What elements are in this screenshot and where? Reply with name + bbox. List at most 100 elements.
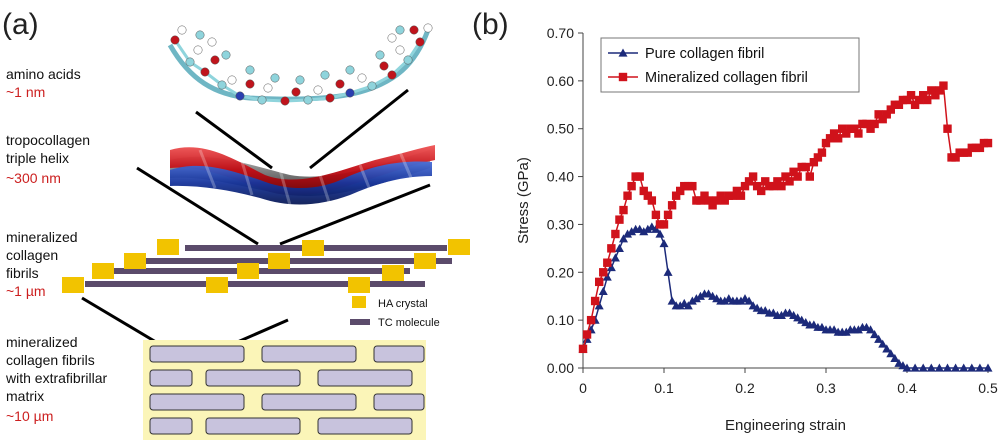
- data-point: [890, 353, 900, 363]
- x-tick-label: 0.1: [654, 380, 674, 396]
- y-tick-label: 0.20: [547, 264, 574, 280]
- atom: [200, 67, 210, 77]
- y-tick-label: 0.50: [547, 121, 574, 137]
- atom: [263, 83, 273, 93]
- stress-strain-chart: 0.00 0.10 0.20 0.30 0.40 0.50 0.60 0.70 0 0.1 0.2 0…: [515, 25, 998, 434]
- matrix-fibril: [373, 345, 425, 363]
- ha-crystal: [382, 265, 404, 281]
- data-point: [963, 148, 972, 157]
- atom: [227, 75, 237, 85]
- data-point: [927, 86, 936, 95]
- atom: [367, 81, 377, 91]
- data-point: [866, 325, 876, 334]
- atom: [245, 79, 255, 89]
- data-point: [943, 363, 952, 372]
- data-point: [793, 172, 802, 181]
- matrix-fibril: [373, 393, 425, 411]
- y-axis-title: Stress (GPa): [515, 157, 532, 244]
- data-point: [639, 186, 648, 196]
- data-point: [720, 296, 730, 305]
- atom: [345, 88, 355, 98]
- data-point: [935, 86, 944, 95]
- data-point: [598, 286, 608, 296]
- data-point: [691, 294, 701, 303]
- y-tick-label: 0.70: [547, 25, 574, 41]
- data-point: [708, 201, 717, 210]
- atom: [375, 50, 385, 60]
- data-point: [643, 224, 653, 233]
- y-tick-label: 0.00: [547, 360, 574, 376]
- data-point: [635, 172, 644, 181]
- data-point: [773, 177, 782, 186]
- data-point: [817, 148, 827, 157]
- data-point: [870, 330, 880, 339]
- atom: [270, 73, 280, 83]
- data-point: [611, 229, 620, 239]
- data-point: [676, 186, 685, 196]
- level-fibrils-name: mineralized collagen fibrils: [6, 229, 81, 281]
- data-point: [740, 181, 750, 191]
- data-point: [688, 181, 697, 191]
- data-point: [619, 205, 628, 215]
- data-point: [769, 181, 778, 191]
- atom: [320, 70, 330, 80]
- data-point: [720, 196, 729, 205]
- data-point: [655, 229, 665, 238]
- data-point: [838, 124, 847, 133]
- data-point: [853, 325, 863, 334]
- data-point: [651, 224, 661, 233]
- atom: [313, 85, 323, 95]
- atom: [295, 75, 305, 85]
- ha-crystal: [237, 263, 259, 279]
- level-amino-acids-name: amino acids: [6, 66, 81, 82]
- atom: [303, 95, 313, 105]
- matrix-fibril: [149, 345, 245, 363]
- level-labels: amino acids ~1 nm tropocollagen triple h…: [5, 66, 107, 424]
- data-point: [975, 143, 985, 153]
- y-tick-label: 0.60: [547, 73, 574, 89]
- series-mineralized-collagen: [578, 81, 993, 354]
- level-tropocollagen-scale: ~300 nm: [6, 170, 61, 186]
- level-fibrils-scale: ~1 µm: [6, 283, 46, 299]
- data-point: [918, 363, 928, 372]
- ha-crystal: [268, 253, 290, 269]
- data-point: [878, 339, 888, 348]
- x-tick-label: 0.2: [735, 380, 755, 396]
- data-point: [586, 315, 596, 325]
- matrix-fibril: [317, 369, 413, 387]
- data-point: [667, 296, 677, 305]
- data-point: [829, 129, 839, 138]
- ha-crystal: [302, 240, 324, 256]
- legend-marker: [618, 48, 628, 57]
- data-point: [607, 244, 616, 253]
- data-point: [623, 191, 632, 200]
- data-point: [663, 210, 673, 220]
- data-point: [732, 186, 742, 196]
- atom: [221, 50, 231, 60]
- y-tick-label: 0.10: [547, 312, 574, 328]
- chart-legend: Pure collagen fibril Mineralized collagen…: [600, 37, 860, 93]
- ha-crystal: [448, 239, 470, 255]
- atom: [210, 55, 220, 65]
- data-point: [923, 95, 932, 105]
- matrix-fibril: [261, 345, 357, 363]
- data-point: [599, 268, 608, 277]
- data-point: [902, 363, 912, 372]
- atom: [193, 45, 203, 55]
- series-pure-collagen: [578, 222, 993, 372]
- atom: [357, 73, 367, 83]
- data-point: [602, 272, 612, 281]
- data-point: [627, 227, 637, 236]
- data-point: [603, 258, 612, 267]
- data-point: [785, 177, 794, 186]
- data-point: [651, 210, 661, 220]
- atom: [291, 87, 301, 97]
- data-point: [874, 334, 884, 343]
- data-point: [744, 177, 754, 186]
- data-point: [659, 220, 669, 229]
- connector-line: [309, 88, 409, 170]
- data-point: [870, 119, 879, 129]
- ha-crystal: [206, 277, 228, 293]
- data-point: [582, 330, 592, 339]
